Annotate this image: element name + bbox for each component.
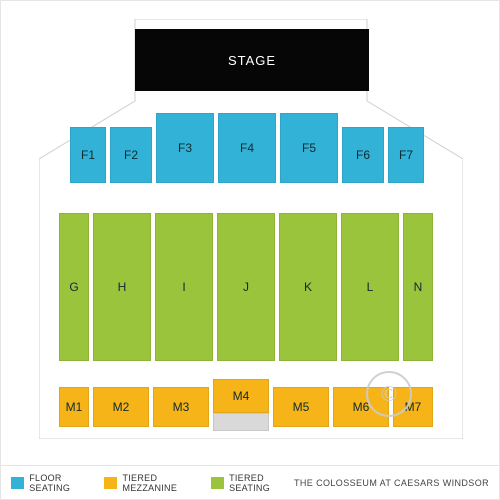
section-label: J bbox=[243, 280, 249, 294]
section-label: M7 bbox=[405, 400, 422, 414]
section-j[interactable]: J bbox=[217, 213, 275, 361]
section-m4-top[interactable]: M4 bbox=[213, 379, 269, 413]
section-label: H bbox=[118, 280, 127, 294]
section-label: F1 bbox=[81, 148, 95, 162]
legend-swatch bbox=[211, 477, 224, 489]
section-f3[interactable]: F3 bbox=[156, 113, 214, 183]
section-f7[interactable]: F7 bbox=[388, 127, 424, 183]
section-label: I bbox=[182, 280, 185, 294]
section-l[interactable]: L bbox=[341, 213, 399, 361]
section-label: M5 bbox=[293, 400, 310, 414]
section-m4-bottom[interactable] bbox=[213, 413, 269, 431]
section-label: M1 bbox=[66, 400, 83, 414]
section-g[interactable]: G bbox=[59, 213, 89, 361]
section-m7[interactable]: M7 bbox=[393, 387, 433, 427]
section-label: F2 bbox=[124, 148, 138, 162]
section-label: G bbox=[69, 280, 78, 294]
section-i[interactable]: I bbox=[155, 213, 213, 361]
venue-name: THE COLOSSEUM AT CAESARS WINDSOR bbox=[294, 478, 489, 488]
section-label: M6 bbox=[353, 400, 370, 414]
section-label: M4 bbox=[233, 389, 250, 403]
section-k[interactable]: K bbox=[279, 213, 337, 361]
section-f1[interactable]: F1 bbox=[70, 127, 106, 183]
section-label: N bbox=[414, 280, 423, 294]
section-m2[interactable]: M2 bbox=[93, 387, 149, 427]
section-label: F4 bbox=[240, 141, 254, 155]
legend-swatch bbox=[11, 477, 24, 489]
seating-chart: STAGE F1 F2 F3 F4 F5 F6 F7 G H I J K L N M1 M2 M3 M4 M5 M6 M… bbox=[0, 0, 500, 500]
section-label: F5 bbox=[302, 141, 316, 155]
legend-items: FLOOR SEATING TIERED MEZZANINE TIERED SEAT… bbox=[11, 473, 294, 493]
section-m5[interactable]: M5 bbox=[273, 387, 329, 427]
section-f4[interactable]: F4 bbox=[218, 113, 276, 183]
section-h[interactable]: H bbox=[93, 213, 151, 361]
stage: STAGE bbox=[135, 29, 369, 91]
section-label: M3 bbox=[173, 400, 190, 414]
legend-label: TIERED SEATING bbox=[229, 473, 294, 493]
section-n[interactable]: N bbox=[403, 213, 433, 361]
legend-label: TIERED MEZZANINE bbox=[122, 473, 198, 493]
section-f2[interactable]: F2 bbox=[110, 127, 152, 183]
section-f6[interactable]: F6 bbox=[342, 127, 384, 183]
legend-item: FLOOR SEATING bbox=[11, 473, 92, 493]
section-label: L bbox=[367, 280, 374, 294]
section-label: F7 bbox=[399, 148, 413, 162]
legend-swatch bbox=[104, 477, 117, 489]
legend-item: TIERED MEZZANINE bbox=[104, 473, 199, 493]
section-label: K bbox=[304, 280, 312, 294]
section-label: F6 bbox=[356, 148, 370, 162]
legend: FLOOR SEATING TIERED MEZZANINE TIERED SEAT… bbox=[1, 465, 499, 499]
legend-item: TIERED SEATING bbox=[211, 473, 294, 493]
section-m1[interactable]: M1 bbox=[59, 387, 89, 427]
legend-label: FLOOR SEATING bbox=[29, 473, 92, 493]
section-f5[interactable]: F5 bbox=[280, 113, 338, 183]
section-m3[interactable]: M3 bbox=[153, 387, 209, 427]
section-label: F3 bbox=[178, 141, 192, 155]
section-m6[interactable]: M6 bbox=[333, 387, 389, 427]
stage-label: STAGE bbox=[228, 53, 276, 68]
section-label: M2 bbox=[113, 400, 130, 414]
